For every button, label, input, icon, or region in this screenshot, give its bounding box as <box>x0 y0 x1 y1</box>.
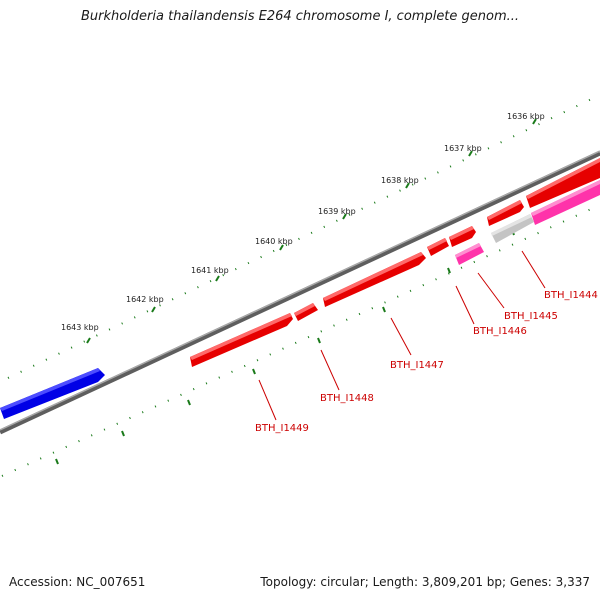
gene-arrow-highlight <box>455 243 481 258</box>
inner-tick-track <box>1 204 600 477</box>
outer-minor-ticks <box>7 94 600 379</box>
blue-gene <box>0 368 105 419</box>
reverse-genes <box>455 180 600 265</box>
major-tick <box>121 430 125 437</box>
leader-line <box>477 272 505 309</box>
gene-arrow[interactable] <box>0 368 105 419</box>
leader-line <box>521 250 546 289</box>
major-tick <box>382 306 386 313</box>
gene-label: BTH_I1448 <box>320 393 374 404</box>
tick-label: 1637 kbp <box>444 144 482 153</box>
gene-labels: BTH_I1444 BTH_I1445 BTH_I1446 BTH_I1447 … <box>255 290 598 434</box>
gene-arrow-highlight <box>427 238 447 250</box>
major-tick <box>252 368 256 375</box>
tick-label: 1636 kbp <box>507 112 545 121</box>
gene-arrow-highlight <box>323 252 423 301</box>
gene-arrow-highlight <box>487 200 522 220</box>
forward-genes <box>190 158 600 367</box>
leader-line <box>455 285 475 325</box>
tick-label: 1643 kbp <box>61 323 99 332</box>
major-tick <box>468 150 473 157</box>
major-tick <box>55 458 59 465</box>
label-leaders <box>258 250 546 421</box>
outer-tick-track <box>7 94 600 379</box>
tick-label: 1640 kbp <box>255 237 293 246</box>
major-tick <box>187 399 191 406</box>
gene-label: BTH_I1447 <box>390 360 444 371</box>
leader-line <box>320 349 340 391</box>
gene-label: BTH_I1449 <box>255 423 309 434</box>
genome-summary-text: Topology: circular; Length: 3,809,201 bp… <box>260 575 590 589</box>
gene-arrow-highlight <box>491 214 532 236</box>
gene-arrow[interactable] <box>455 243 484 265</box>
major-tick <box>151 306 156 313</box>
tick-labels: 1636 kbp 1637 kbp 1638 kbp 1639 kbp 1640… <box>61 112 545 332</box>
gene-arrow-highlight <box>190 313 292 360</box>
gene-arrow[interactable] <box>491 214 534 243</box>
gene-arrow-highlight <box>531 180 600 216</box>
gene-arrow-highlight <box>294 303 315 316</box>
leader-line <box>390 317 412 356</box>
major-tick <box>279 244 284 251</box>
accession-text: Accession: NC_007651 <box>9 575 146 589</box>
tick-label: 1641 kbp <box>191 266 229 275</box>
gene-label: BTH_I1445 <box>504 311 558 322</box>
tick-label: 1642 kbp <box>126 295 164 304</box>
major-ticks <box>55 118 537 465</box>
gene-arrow[interactable] <box>323 252 426 307</box>
leader-line <box>258 379 277 421</box>
major-tick <box>215 275 220 282</box>
gene-arrow-highlight <box>526 158 600 199</box>
major-tick <box>532 118 537 125</box>
gene-label: BTH_I1446 <box>473 326 527 337</box>
backbone-line <box>0 150 600 435</box>
major-tick <box>317 337 321 344</box>
major-tick <box>405 182 410 189</box>
backbone-highlight <box>0 150 600 431</box>
map-title: Burkholderia thailandensis E264 chromoso… <box>80 9 520 24</box>
tick-label: 1638 kbp <box>381 176 419 185</box>
gene-arrow-highlight <box>449 226 474 240</box>
major-tick <box>447 267 451 274</box>
major-tick <box>342 213 347 220</box>
inner-minor-ticks <box>1 204 600 477</box>
backbone <box>0 150 600 435</box>
gene-label: BTH_I1444 <box>544 290 598 301</box>
gene-arrow-highlight <box>0 368 100 411</box>
tick-label: 1639 kbp <box>318 207 356 216</box>
major-tick <box>86 337 91 344</box>
